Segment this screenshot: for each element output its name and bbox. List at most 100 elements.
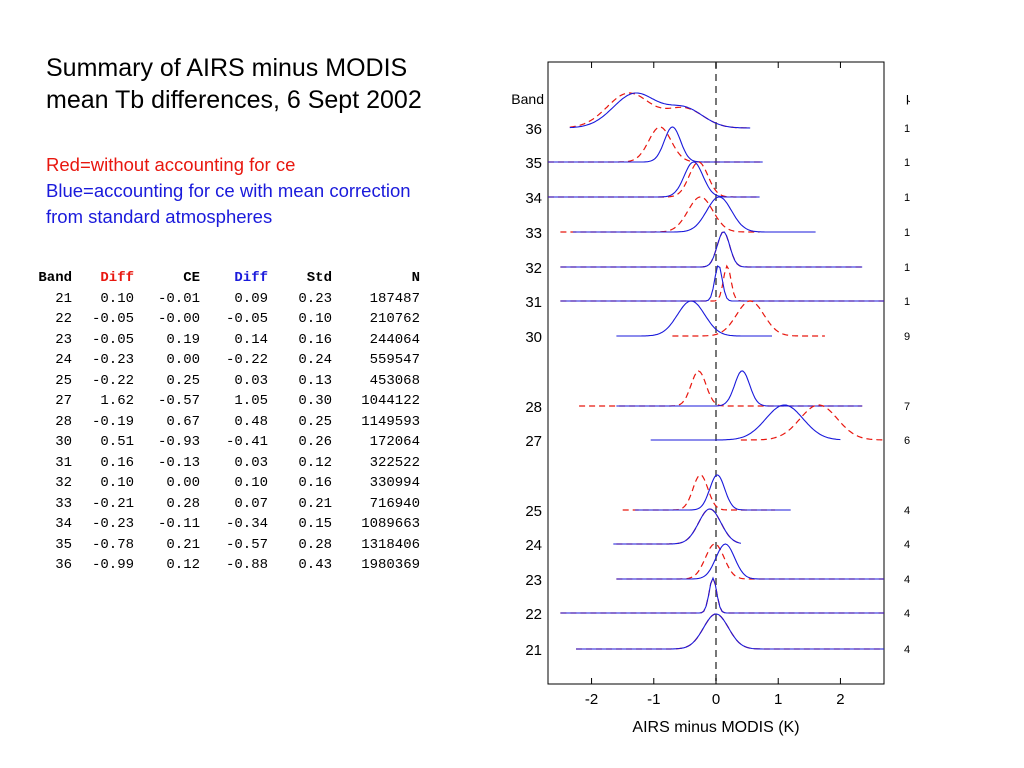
table-row: 21 0.10 -0.01 0.09 0.23 187487	[26, 289, 420, 310]
cell-diff-red: 1.62	[100, 393, 134, 410]
cell-band: 32	[55, 475, 72, 492]
band-28-red-curve	[579, 370, 863, 407]
band-34-red-curve	[548, 161, 760, 198]
cell-band: 22	[55, 311, 72, 328]
cell-diff-blue: -0.88	[225, 557, 268, 574]
cell-ce: -0.00	[157, 311, 200, 328]
cell-diff-red: -0.21	[91, 495, 134, 512]
wavelength-label: 13.9	[904, 157, 910, 169]
color-legend: Red=without accounting for ce Blue=accou…	[46, 152, 411, 230]
band-23-blue-curve	[616, 543, 884, 580]
band-label: 34	[525, 190, 542, 207]
band-25-red-curve	[622, 474, 776, 511]
cell-diff-blue: -0.57	[225, 536, 268, 553]
wavelength-label: 4.0	[904, 644, 910, 656]
band-distribution-chart: -2 -1 0 1 2 36 14.2 35 13.9 34 13.7 33 13.4 32 12.0 31 1…	[511, 61, 910, 736]
cell-n: 453068	[369, 372, 420, 389]
cell-ce: 0.00	[166, 352, 200, 369]
cell-ce: 0.12	[166, 557, 200, 574]
cell-band: 36	[55, 557, 72, 574]
cell-n: 1149593	[361, 413, 420, 430]
cell-diff-blue: 0.09	[234, 290, 268, 307]
wavelength-label: 4.1	[904, 574, 910, 586]
cell-n: 1089663	[361, 516, 420, 533]
cell-band: 28	[55, 413, 72, 430]
band-36-red-curve	[569, 92, 751, 129]
band-36-blue-curve	[569, 92, 751, 129]
cell-diff-red: -0.23	[91, 352, 134, 369]
cell-std: 0.30	[298, 393, 332, 410]
cell-ce: -0.13	[157, 454, 200, 471]
cell-ce: -0.01	[157, 290, 200, 307]
table-row: 33 -0.21 0.28 0.07 0.21 716940	[26, 494, 420, 515]
table-row: 25 -0.22 0.25 0.03 0.13 453068	[26, 371, 420, 392]
cell-diff-blue: 0.14	[234, 331, 268, 348]
band-33-red-curve	[560, 196, 760, 233]
cell-n: 716940	[369, 495, 420, 512]
band-label: 23	[525, 572, 542, 589]
band-24-blue-curve	[613, 508, 742, 545]
cell-diff-red: -0.23	[91, 516, 134, 533]
cell-n: 172064	[369, 434, 420, 451]
table-row: 23 -0.05 0.19 0.14 0.16 244064	[26, 330, 420, 351]
band-21-blue-curve	[576, 613, 884, 650]
cell-diff-blue: 0.03	[234, 454, 268, 471]
band-27-red-curve	[740, 404, 884, 441]
wavelength-label: 9.7	[904, 331, 910, 343]
cell-std: 0.16	[298, 331, 332, 348]
cell-band: 24	[55, 352, 72, 369]
band-label: 30	[525, 329, 542, 346]
cell-band: 31	[55, 454, 72, 471]
cell-diff-blue: -0.34	[225, 516, 268, 533]
right-axis-label: μm	[906, 90, 910, 105]
legend-blue-text-2: from standard atmospheres	[46, 206, 273, 227]
cell-diff-red: -0.19	[91, 413, 134, 430]
cell-diff-blue: 0.03	[234, 372, 268, 389]
header-n: N	[411, 270, 420, 287]
title-line-2: mean Tb differences, 6 Sept 2002	[46, 86, 422, 114]
wavelength-label: 14.2	[904, 123, 910, 135]
cell-n: 1044122	[361, 393, 420, 410]
table-row: 28 -0.19 0.67 0.48 0.25 1149593	[26, 412, 420, 433]
cell-band: 25	[55, 372, 72, 389]
cell-std: 0.25	[298, 413, 332, 430]
cell-n: 330994	[369, 475, 420, 492]
cell-std: 0.43	[298, 557, 332, 574]
band-30-blue-curve	[616, 300, 772, 337]
wavelength-label: 4.5	[904, 505, 910, 517]
x-tick-label: -2	[585, 691, 598, 708]
cell-ce: 0.28	[166, 495, 200, 512]
cell-diff-blue: 0.07	[234, 495, 268, 512]
cell-n: 1980369	[361, 557, 420, 574]
plot-layer: -2 -1 0 1 2 36 14.2 35 13.9 34 13.7 33 13.4 32 12.0 31 1…	[525, 62, 910, 708]
wavelength-label: 13.7	[904, 192, 910, 204]
band-label: 27	[525, 433, 542, 450]
cell-diff-blue: -0.22	[225, 352, 268, 369]
band-35-red-curve	[548, 126, 763, 163]
stats-table: Band Diff CE Diff Std N 21 0.10 -0.01 0.09 0…	[26, 268, 420, 576]
band-23-red-curve	[616, 543, 884, 580]
band-label: 24	[525, 537, 542, 554]
cell-n: 559547	[369, 352, 420, 369]
wavelength-label: 4.0	[904, 608, 910, 620]
band-34-blue-curve	[548, 161, 760, 198]
band-22-blue-curve	[560, 576, 884, 614]
band-label: 21	[525, 642, 542, 659]
cell-ce: 0.67	[166, 413, 200, 430]
header-band: Band	[38, 270, 72, 287]
table-row: 24 -0.23 0.00 -0.22 0.24 559547	[26, 350, 420, 371]
table-row: 35 -0.78 0.21 -0.57 0.28 1318406	[26, 535, 420, 556]
band-33-blue-curve	[572, 196, 816, 233]
band-24-red-curve	[616, 508, 742, 545]
cell-std: 0.13	[298, 372, 332, 389]
stats-header-row: Band Diff CE Diff Std N	[26, 268, 420, 289]
cell-diff-blue: -0.41	[225, 434, 268, 451]
x-tick-label: 2	[836, 691, 844, 708]
band-label: 32	[525, 260, 542, 277]
wavelength-label: 12.0	[904, 262, 910, 274]
cell-diff-red: -0.99	[91, 557, 134, 574]
header-diff-blue: Diff	[234, 270, 268, 287]
band-31-blue-curve	[560, 265, 884, 302]
table-row: 36 -0.99 0.12 -0.88 0.43 1980369	[26, 555, 420, 576]
x-tick-label: -1	[647, 691, 660, 708]
